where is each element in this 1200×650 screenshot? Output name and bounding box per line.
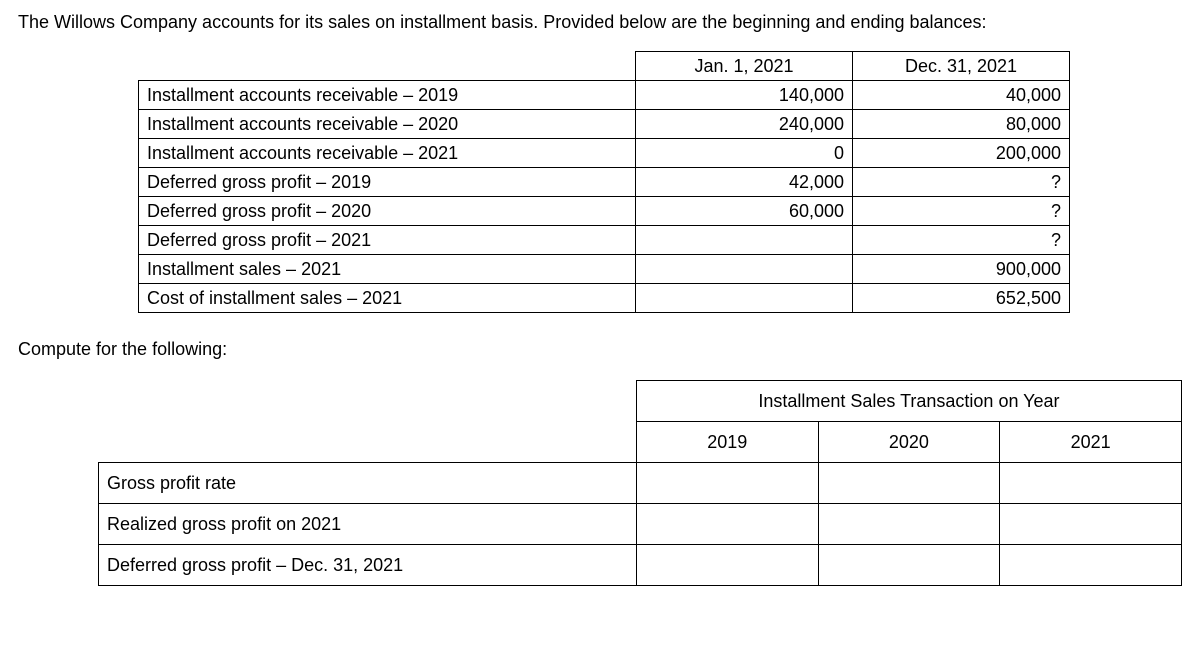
table-row: Installment accounts receivable – 2020 2…	[139, 110, 1070, 139]
row-label: Installment accounts receivable – 2021	[139, 139, 636, 168]
table-row: Installment accounts receivable – 2019 1…	[139, 81, 1070, 110]
row-label: Deferred gross profit – Dec. 31, 2021	[99, 545, 637, 586]
table-row: Gross profit rate	[99, 463, 1182, 504]
compute-cell	[636, 504, 818, 545]
compute-cell	[636, 463, 818, 504]
table-row: Realized gross profit on 2021	[99, 504, 1182, 545]
row-value-jan: 60,000	[636, 197, 853, 226]
row-value-jan: 42,000	[636, 168, 853, 197]
compute-cell	[818, 545, 1000, 586]
intro-text: The Willows Company accounts for its sal…	[18, 12, 1182, 33]
row-value-dec: 200,000	[853, 139, 1070, 168]
row-value-dec: 80,000	[853, 110, 1070, 139]
compute-corner-cell	[99, 381, 637, 463]
balances-col-header: Dec. 31, 2021	[853, 52, 1070, 81]
row-value-jan: 0	[636, 139, 853, 168]
row-label: Deferred gross profit – 2019	[139, 168, 636, 197]
compute-table: Installment Sales Transaction on Year 20…	[98, 380, 1182, 586]
row-value-dec: ?	[853, 168, 1070, 197]
compute-year-header: 2019	[636, 422, 818, 463]
compute-super-header-row: Installment Sales Transaction on Year	[99, 381, 1182, 422]
row-label: Installment accounts receivable – 2019	[139, 81, 636, 110]
compute-super-header: Installment Sales Transaction on Year	[636, 381, 1181, 422]
row-label: Installment accounts receivable – 2020	[139, 110, 636, 139]
compute-cell	[1000, 545, 1182, 586]
row-value-dec: 900,000	[853, 255, 1070, 284]
row-label: Deferred gross profit – 2021	[139, 226, 636, 255]
row-label: Installment sales – 2021	[139, 255, 636, 284]
row-label: Realized gross profit on 2021	[99, 504, 637, 545]
table-row: Deferred gross profit – 2019 42,000 ?	[139, 168, 1070, 197]
compute-year-header: 2020	[818, 422, 1000, 463]
row-value-jan: 140,000	[636, 81, 853, 110]
compute-cell	[818, 504, 1000, 545]
balances-table: Jan. 1, 2021 Dec. 31, 2021 Installment a…	[138, 51, 1070, 313]
row-label: Cost of installment sales – 2021	[139, 284, 636, 313]
compute-year-header: 2021	[1000, 422, 1182, 463]
table-row: Deferred gross profit – 2020 60,000 ?	[139, 197, 1070, 226]
row-value-jan: 240,000	[636, 110, 853, 139]
balances-col-header: Jan. 1, 2021	[636, 52, 853, 81]
compute-cell	[1000, 463, 1182, 504]
compute-cell	[636, 545, 818, 586]
row-value-dec: ?	[853, 197, 1070, 226]
compute-label: Compute for the following:	[18, 339, 1182, 360]
row-value-dec: 40,000	[853, 81, 1070, 110]
table-row: Deferred gross profit – Dec. 31, 2021	[99, 545, 1182, 586]
table-row: Installment sales – 2021 900,000	[139, 255, 1070, 284]
balances-corner-cell	[139, 52, 636, 81]
row-label: Deferred gross profit – 2020	[139, 197, 636, 226]
row-value-dec: 652,500	[853, 284, 1070, 313]
row-value-jan	[636, 284, 853, 313]
table-row: Cost of installment sales – 2021 652,500	[139, 284, 1070, 313]
table-row: Installment accounts receivable – 2021 0…	[139, 139, 1070, 168]
row-label: Gross profit rate	[99, 463, 637, 504]
row-value-jan	[636, 226, 853, 255]
table-row: Deferred gross profit – 2021 ?	[139, 226, 1070, 255]
row-value-jan	[636, 255, 853, 284]
compute-cell	[818, 463, 1000, 504]
compute-cell	[1000, 504, 1182, 545]
balances-header-row: Jan. 1, 2021 Dec. 31, 2021	[139, 52, 1070, 81]
row-value-dec: ?	[853, 226, 1070, 255]
